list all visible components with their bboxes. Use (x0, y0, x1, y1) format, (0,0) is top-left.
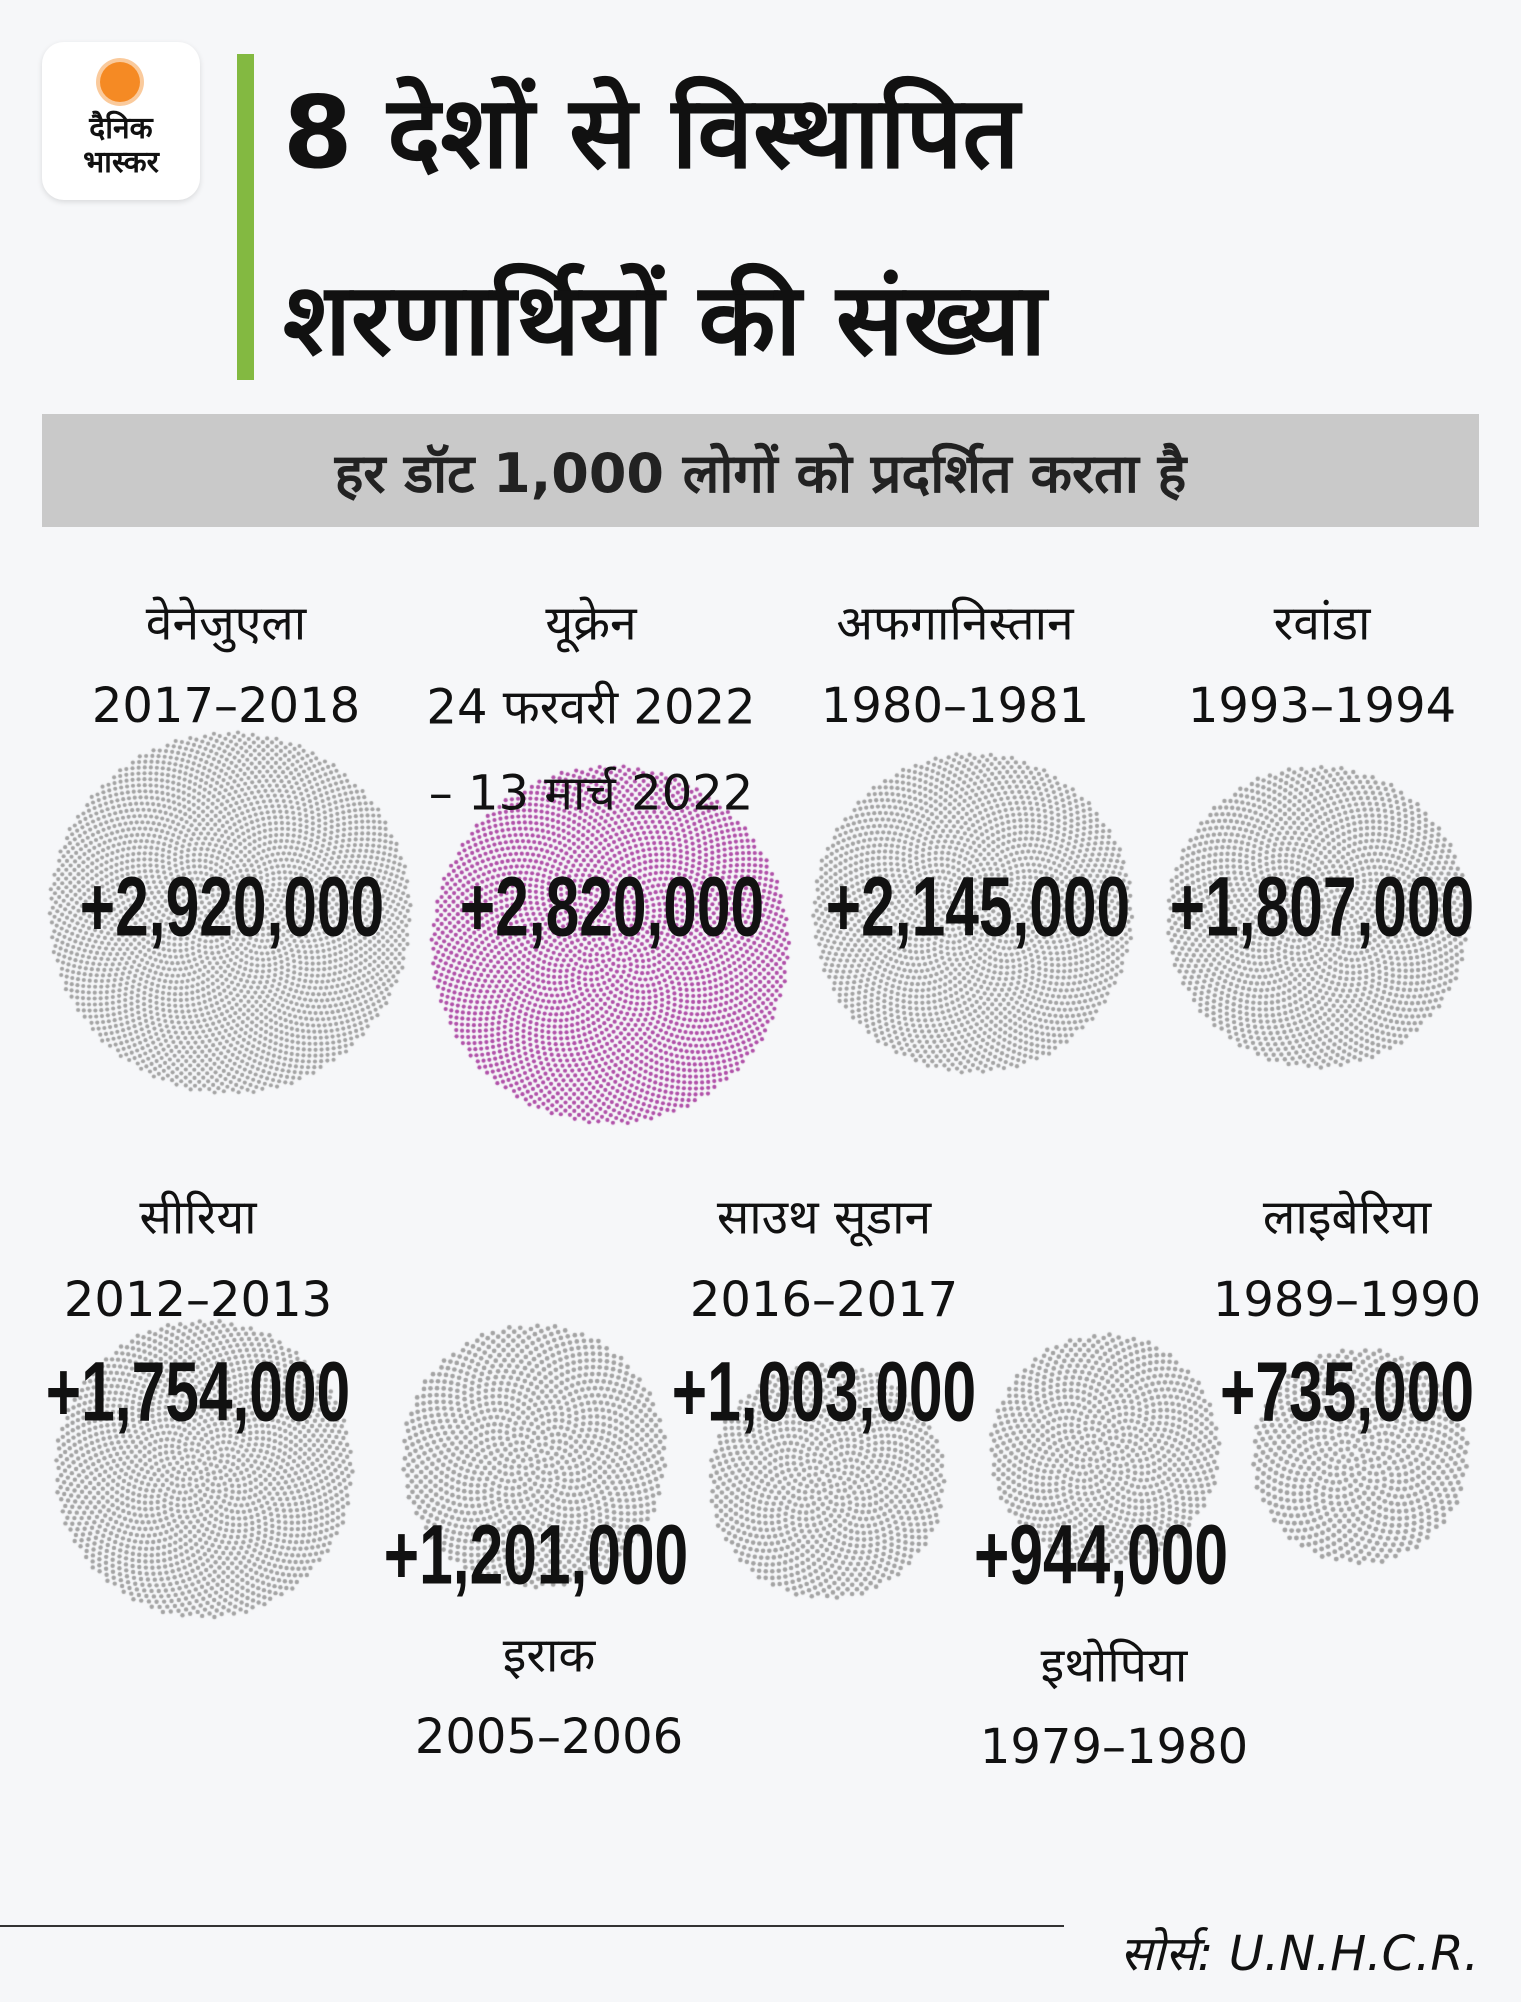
country-label: यूक्रेन (545, 595, 637, 652)
period-label: 1989–1990 (1212, 1272, 1482, 1328)
period-label: 2017–2018 (91, 678, 361, 734)
period-label: 2016–2017 (689, 1272, 959, 1328)
value-label: +1,754,000 (45, 1344, 351, 1439)
country-label: सीरिया (139, 1189, 257, 1246)
period-label: 1993–1994 (1187, 678, 1457, 734)
footer-rule (0, 1925, 1064, 1927)
country-label: रवांडा (1273, 595, 1371, 652)
value-label: +1,807,000 (1169, 859, 1475, 954)
value-label: +944,000 (974, 1507, 1228, 1602)
value-label: +735,000 (1220, 1344, 1474, 1439)
value-label: +1,201,000 (383, 1507, 689, 1602)
period-label: 2005–2006 (414, 1709, 684, 1765)
country-label: इथोपिया (1040, 1637, 1188, 1694)
country-label: वेनेजुएला (145, 595, 307, 652)
sun-icon (100, 62, 140, 102)
dot-cluster-3 (1162, 761, 1474, 1073)
period-label: 1979–1980 (979, 1719, 1249, 1775)
value-label: +1,003,000 (671, 1344, 977, 1439)
logo-text-line2: भास्कर (83, 145, 159, 180)
dot-cluster-8 (1247, 1343, 1473, 1569)
period-label: 1980–1981 (820, 678, 1090, 734)
dot-cluster-7 (985, 1329, 1225, 1569)
period-label: 24 फरवरी 2022 (426, 679, 756, 736)
title-line1: 8 देशों से विस्थापित (283, 74, 1020, 191)
dot-cluster-6 (704, 1358, 950, 1604)
subtitle: हर डॉट 1,000 लोगों को प्रदर्शित करता है (334, 441, 1187, 505)
dot-cluster-0 (44, 727, 416, 1099)
subtitle-banner: हर डॉट 1,000 लोगों को प्रदर्शित करता है (42, 414, 1479, 527)
logo-text-line1: दैनिक (89, 111, 153, 146)
value-label: +2,145,000 (825, 859, 1131, 954)
accent-bar (237, 54, 254, 380)
country-label: इराक (502, 1627, 596, 1684)
dainik-bhaskar-logo: दैनिक भास्कर (42, 42, 200, 200)
value-label: +2,820,000 (459, 859, 765, 954)
country-label: लाइबेरिया (1262, 1189, 1432, 1246)
country-label: साउथ सूडान (716, 1189, 932, 1246)
value-label: +2,920,000 (79, 859, 385, 954)
dot-cluster-1 (426, 761, 794, 1129)
dot-cluster-4 (50, 1315, 358, 1623)
period-label-line2: – 13 मार्च 2022 (428, 765, 754, 822)
period-label: 2012–2013 (63, 1272, 333, 1328)
country-label: अफगानिस्तान (836, 595, 1074, 652)
dot-cluster-2 (808, 748, 1138, 1078)
title-line2: शरणार्थियों की संख्या (283, 261, 1047, 378)
source-credit: सोर्स: U.N.H.C.R. (1119, 1926, 1479, 1982)
dot-cluster-5 (397, 1319, 671, 1593)
